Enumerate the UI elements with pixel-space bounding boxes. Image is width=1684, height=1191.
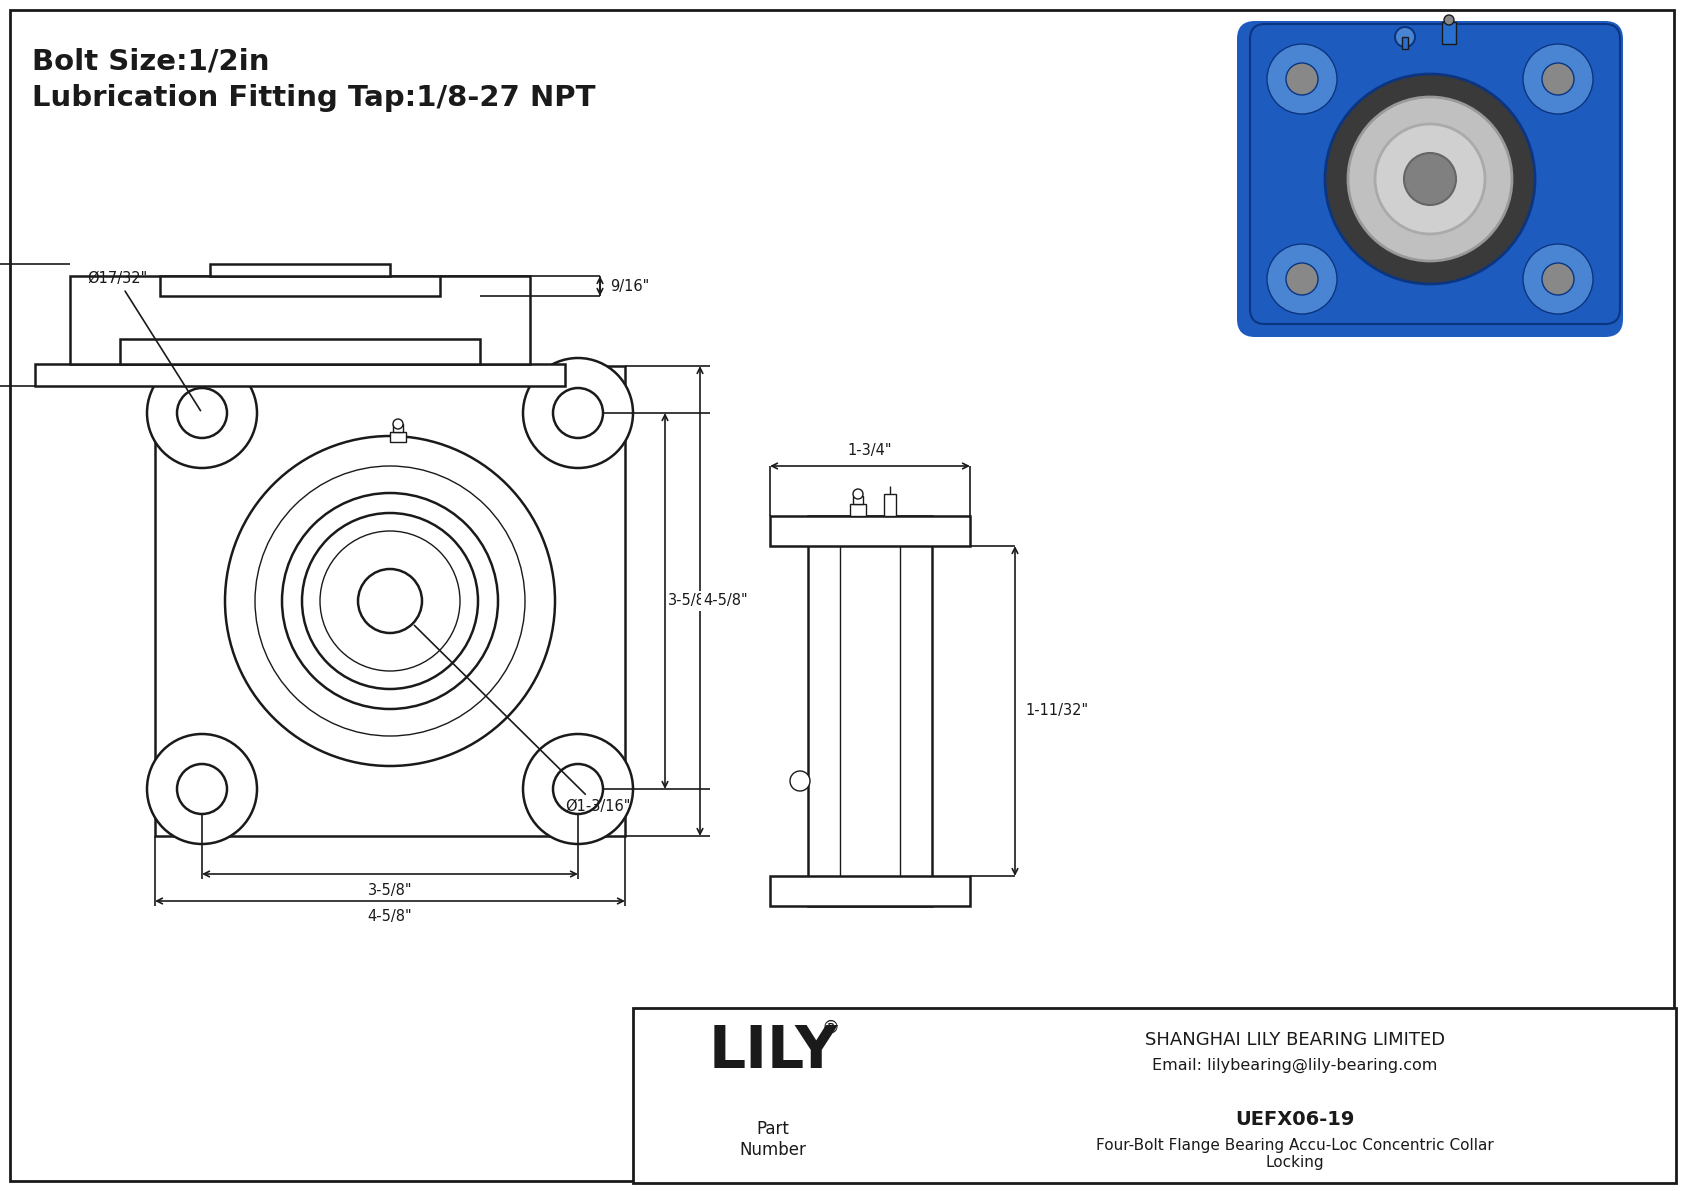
Circle shape — [359, 569, 423, 632]
Circle shape — [1443, 15, 1453, 25]
Circle shape — [1266, 44, 1337, 114]
Text: ®: ® — [822, 1018, 840, 1036]
Text: 4-5/8": 4-5/8" — [702, 593, 748, 609]
Circle shape — [552, 388, 603, 438]
Circle shape — [254, 466, 525, 736]
Bar — [391, 432, 406, 442]
Bar — [210, 264, 391, 276]
Text: 1-11/32": 1-11/32" — [1026, 704, 1088, 718]
Circle shape — [301, 513, 478, 690]
Text: UEFX06-19: UEFX06-19 — [1236, 1110, 1354, 1129]
Bar — [770, 516, 970, 545]
Circle shape — [790, 771, 810, 791]
Bar — [770, 877, 970, 906]
Circle shape — [1404, 152, 1457, 205]
Circle shape — [854, 490, 862, 499]
Circle shape — [1287, 263, 1319, 295]
Bar — [35, 364, 566, 386]
Circle shape — [147, 734, 258, 844]
Circle shape — [226, 436, 556, 766]
Bar — [71, 276, 530, 364]
Text: 9/16": 9/16" — [610, 279, 650, 293]
Circle shape — [281, 493, 498, 709]
Bar — [1403, 37, 1408, 49]
Bar — [120, 339, 480, 364]
Circle shape — [1287, 63, 1319, 95]
Circle shape — [392, 419, 402, 429]
Bar — [160, 276, 440, 297]
Bar — [633, 1008, 1676, 1183]
Circle shape — [1347, 96, 1512, 261]
Text: Bolt Size:1/2in: Bolt Size:1/2in — [32, 46, 269, 75]
Bar — [1442, 21, 1457, 44]
Bar — [155, 366, 625, 836]
Text: 3-5/8": 3-5/8" — [669, 593, 712, 609]
Circle shape — [1522, 244, 1593, 314]
Circle shape — [524, 734, 633, 844]
Circle shape — [524, 358, 633, 468]
Circle shape — [1394, 27, 1415, 46]
Text: 1-3/4": 1-3/4" — [847, 443, 893, 457]
Text: Part
Number: Part Number — [739, 1120, 807, 1159]
Text: Email: lilybearing@lily-bearing.com: Email: lilybearing@lily-bearing.com — [1152, 1058, 1438, 1073]
Text: SHANGHAI LILY BEARING LIMITED: SHANGHAI LILY BEARING LIMITED — [1145, 1030, 1445, 1049]
Text: 3-5/8": 3-5/8" — [367, 883, 413, 898]
Text: Four-Bolt Flange Bearing Accu-Loc Concentric Collar
Locking: Four-Bolt Flange Bearing Accu-Loc Concen… — [1096, 1139, 1494, 1171]
FancyBboxPatch shape — [1238, 21, 1623, 337]
Circle shape — [1543, 63, 1575, 95]
Circle shape — [1522, 44, 1593, 114]
Circle shape — [177, 763, 227, 813]
Text: Ø17/32": Ø17/32" — [88, 272, 200, 411]
Text: 4-5/8": 4-5/8" — [367, 910, 413, 924]
Text: Lubrication Fitting Tap:1/8-27 NPT: Lubrication Fitting Tap:1/8-27 NPT — [32, 85, 596, 112]
Circle shape — [1376, 124, 1485, 233]
Circle shape — [320, 531, 460, 671]
Bar — [392, 424, 402, 432]
Circle shape — [1325, 74, 1536, 283]
Bar — [884, 494, 896, 516]
Bar — [808, 516, 931, 906]
Bar — [854, 495, 862, 504]
Circle shape — [552, 763, 603, 813]
Text: Ø1-3/16": Ø1-3/16" — [414, 625, 630, 813]
Bar — [850, 504, 866, 516]
Circle shape — [1266, 244, 1337, 314]
Text: LILY: LILY — [709, 1023, 837, 1080]
Circle shape — [1543, 263, 1575, 295]
Circle shape — [147, 358, 258, 468]
Circle shape — [177, 388, 227, 438]
